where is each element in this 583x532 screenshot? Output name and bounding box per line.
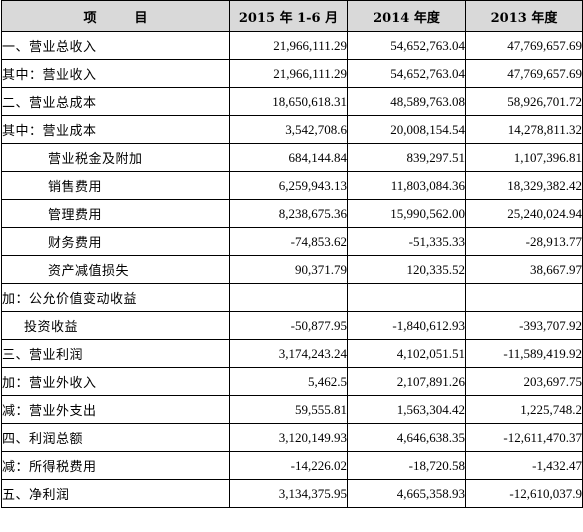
value-2013: 203,697.75 <box>465 367 583 396</box>
table-row: 营业税金及附加 684,144.84 839,297.51 1,107,396.81 <box>1 143 583 172</box>
row-label: 加：公允价值变动收益 <box>1 283 230 312</box>
header-2014: 2014 年度 <box>347 0 466 32</box>
value-2015-h1: -50,877.95 <box>229 311 348 340</box>
table-row: 资产减值损失 90,371.79 120,335.52 38,667.97 <box>1 255 583 284</box>
row-label: 减：营业外支出 <box>1 395 230 424</box>
header-2015-h1: 2015 年 1-6 月 <box>229 0 348 32</box>
row-label: 其中：营业成本 <box>1 115 230 144</box>
value-2015-h1: 3,134,375.95 <box>229 479 348 508</box>
row-label: 财务费用 <box>1 227 230 256</box>
value-2014: 11,803,084.36 <box>347 171 466 200</box>
table-row: 销售费用 6,259,943.13 11,803,084.36 18,329,382.… <box>1 171 583 200</box>
value-2014: -1,840,612.93 <box>347 311 466 340</box>
value-2015-h1: 5,462.5 <box>229 367 348 396</box>
value-2013: 25,240,024.94 <box>465 199 583 228</box>
value-2014: -51,335.33 <box>347 227 466 256</box>
value-2013: -1,432.47 <box>465 451 583 480</box>
row-label: 四、利润总额 <box>1 423 230 452</box>
value-2014: 120,335.52 <box>347 255 466 284</box>
row-label: 其中：营业收入 <box>1 59 230 88</box>
value-2013: -28,913.77 <box>465 227 583 256</box>
table-row: 三、营业利润 3,174,243.24 4,102,051.51 -11,589,41… <box>1 339 583 368</box>
value-2015-h1: 684,144.84 <box>229 143 348 172</box>
row-label: 营业税金及附加 <box>1 143 230 172</box>
value-2013: 47,769,657.69 <box>465 59 583 88</box>
header-item: 项目 <box>1 0 230 32</box>
value-2013: 47,769,657.69 <box>465 31 583 60</box>
row-label: 资产减值损失 <box>1 255 230 284</box>
row-label: 三、营业利润 <box>1 339 230 368</box>
table-row: 四、利润总额 3,120,149.93 4,646,638.35 -12,611,47… <box>1 423 583 452</box>
value-2015-h1: 18,650,618.31 <box>229 87 348 116</box>
table-row: 五、净利润 3,134,375.95 4,665,358.93 -12,610,037… <box>1 479 583 508</box>
value-2015-h1: 8,238,675.36 <box>229 199 348 228</box>
value-2014: 54,652,763.04 <box>347 31 466 60</box>
value-2015-h1: -74,853.62 <box>229 227 348 256</box>
income-statement-table: 项目 2015 年 1-6 月 2014 年度 2013 年度 一、营业总收入 2… <box>1 0 583 508</box>
value-2013: 1,107,396.81 <box>465 143 583 172</box>
value-2014: 4,646,638.35 <box>347 423 466 452</box>
row-label: 二、营业总成本 <box>1 87 230 116</box>
value-2013: -11,589,419.92 <box>465 339 583 368</box>
table-row: 投资收益 -50,877.95 -1,840,612.93 -393,707.92 <box>1 311 583 340</box>
value-2014: 4,102,051.51 <box>347 339 466 368</box>
row-label: 加：营业外收入 <box>1 367 230 396</box>
row-label: 减：所得税费用 <box>1 451 230 480</box>
table-header-row: 项目 2015 年 1-6 月 2014 年度 2013 年度 <box>1 0 583 32</box>
table-row: 加：公允价值变动收益 <box>1 283 583 312</box>
table-row: 二、营业总成本 18,650,618.31 48,589,763.08 58,926,… <box>1 87 583 116</box>
table-row: 其中：营业收入 21,966,111.29 54,652,763.04 47,769,… <box>1 59 583 88</box>
value-2014: -18,720.58 <box>347 451 466 480</box>
row-label: 销售费用 <box>1 171 230 200</box>
value-2015-h1 <box>229 283 348 312</box>
value-2013: 1,225,748.2 <box>465 395 583 424</box>
value-2014: 1,563,304.42 <box>347 395 466 424</box>
value-2015-h1: 3,542,708.6 <box>229 115 348 144</box>
value-2013: -12,610,037.9 <box>465 479 583 508</box>
value-2013: -393,707.92 <box>465 311 583 340</box>
value-2013: -12,611,470.37 <box>465 423 583 452</box>
value-2015-h1: 3,120,149.93 <box>229 423 348 452</box>
value-2014: 2,107,891.26 <box>347 367 466 396</box>
value-2015-h1: 6,259,943.13 <box>229 171 348 200</box>
value-2014: 15,990,562.00 <box>347 199 466 228</box>
table-row: 财务费用 -74,853.62 -51,335.33 -28,913.77 <box>1 227 583 256</box>
value-2015-h1: 21,966,111.29 <box>229 59 348 88</box>
header-2013: 2013 年度 <box>465 0 583 32</box>
value-2014 <box>347 283 466 312</box>
value-2015-h1: 21,966,111.29 <box>229 31 348 60</box>
table-row: 一、营业总收入 21,966,111.29 54,652,763.04 47,769,… <box>1 31 583 60</box>
value-2013: 18,329,382.42 <box>465 171 583 200</box>
table-row: 加：营业外收入 5,462.5 2,107,891.26 203,697.75 <box>1 367 583 396</box>
row-label: 投资收益 <box>1 311 230 340</box>
row-label: 一、营业总收入 <box>1 31 230 60</box>
table-row: 管理费用 8,238,675.36 15,990,562.00 25,240,024.… <box>1 199 583 228</box>
value-2014: 48,589,763.08 <box>347 87 466 116</box>
value-2015-h1: 59,555.81 <box>229 395 348 424</box>
value-2014: 20,008,154.54 <box>347 115 466 144</box>
value-2015-h1: 90,371.79 <box>229 255 348 284</box>
value-2014: 4,665,358.93 <box>347 479 466 508</box>
value-2014: 54,652,763.04 <box>347 59 466 88</box>
row-label: 管理费用 <box>1 199 230 228</box>
value-2013: 14,278,811.32 <box>465 115 583 144</box>
value-2013 <box>465 283 583 312</box>
value-2013: 58,926,701.72 <box>465 87 583 116</box>
value-2015-h1: 3,174,243.24 <box>229 339 348 368</box>
row-label: 五、净利润 <box>1 479 230 508</box>
value-2015-h1: -14,226.02 <box>229 451 348 480</box>
value-2013: 38,667.97 <box>465 255 583 284</box>
table-row: 其中：营业成本 3,542,708.6 20,008,154.54 14,278,81… <box>1 115 583 144</box>
table-row: 减：所得税费用 -14,226.02 -18,720.58 -1,432.47 <box>1 451 583 480</box>
table-row: 减：营业外支出 59,555.81 1,563,304.42 1,225,748.2 <box>1 395 583 424</box>
value-2014: 839,297.51 <box>347 143 466 172</box>
